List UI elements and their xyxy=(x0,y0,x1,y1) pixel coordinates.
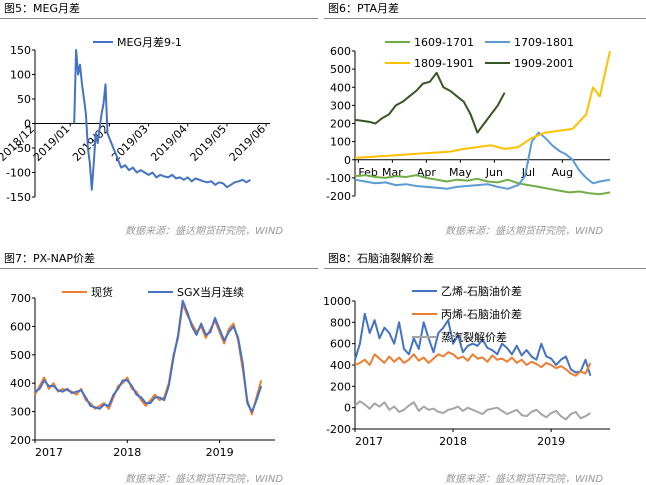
y-tick-label: 1000 xyxy=(323,295,351,308)
series-line-pta-0 xyxy=(354,174,611,196)
x-tick-label: Jul xyxy=(521,166,535,179)
x-tick-label: Jun xyxy=(485,166,503,179)
series-line-pta-1 xyxy=(354,131,611,190)
divider-line xyxy=(324,18,646,19)
y-tick-label: -100 xyxy=(6,167,31,180)
y-tick-label: 600 xyxy=(10,320,31,333)
y-tick-label: 100 xyxy=(330,136,351,149)
panel-title-naphtha: 图8：石脑油裂解价差 xyxy=(328,252,434,265)
series-line-meg-0 xyxy=(73,49,251,191)
series-line-naphtha-2 xyxy=(354,400,591,421)
y-tick-label: 200 xyxy=(10,434,31,447)
legend-label: 蒸汽裂解价差 xyxy=(441,330,507,344)
x-tick-label: 2019/02 xyxy=(70,122,112,164)
legend-label: MEG月差9-1 xyxy=(117,35,182,49)
y-tick-label: 600 xyxy=(330,45,351,58)
y-tick-label: 400 xyxy=(330,81,351,94)
y-tick-label: 600 xyxy=(330,338,351,351)
x-tick-label: 2018 xyxy=(113,446,141,459)
chart-meg: 150100500-50-100-1502018/122019/012019/0… xyxy=(0,35,270,204)
x-tick-label: 2017 xyxy=(35,446,63,459)
series-line-pxnap-0 xyxy=(34,302,263,416)
legend-label: 1809-1901 xyxy=(414,57,474,70)
panel-title-pxnap: 图7：PX-NAP价差 xyxy=(4,252,95,265)
y-tick-label: 700 xyxy=(10,292,31,305)
divider-line xyxy=(0,18,318,19)
x-tick-label: 2019/06 xyxy=(227,122,269,164)
x-tick-label: Apr xyxy=(417,166,437,179)
x-tick-label: 2019 xyxy=(537,435,565,448)
y-tick-label: 0 xyxy=(24,118,31,131)
series-line-pta-3 xyxy=(354,71,506,134)
x-tick-label: 2019/03 xyxy=(109,122,151,164)
panel-title-meg: 图5：MEG月差 xyxy=(4,2,80,15)
y-tick-label: -100 xyxy=(326,172,351,185)
source-note: 数据来源：盛达期货研究院，WIND xyxy=(125,474,284,485)
y-tick-label: 200 xyxy=(330,118,351,131)
legend-label: 1709-1801 xyxy=(514,36,574,49)
y-tick-label: 150 xyxy=(10,44,31,57)
x-tick-label: 2019/04 xyxy=(148,122,190,164)
y-tick-label: 300 xyxy=(10,406,31,419)
x-tick-label: 2017 xyxy=(355,435,383,448)
x-tick-label: 2018 xyxy=(439,435,467,448)
series-line-naphtha-1 xyxy=(354,351,592,377)
legend-label: 丙烯-石脑油价差 xyxy=(441,307,522,321)
panel-title-pta: 图6：PTA月差 xyxy=(328,2,400,15)
y-tick-label: 800 xyxy=(330,316,351,329)
x-tick-label: 2019/05 xyxy=(188,122,230,164)
y-tick-label: -50 xyxy=(13,142,31,155)
x-tick-label: May xyxy=(449,166,472,179)
source-note: 数据来源：盛达期货研究院，WIND xyxy=(125,226,284,237)
y-tick-label: 400 xyxy=(10,377,31,390)
legend-label: 现货 xyxy=(91,285,113,299)
y-tick-label: 500 xyxy=(330,63,351,76)
y-tick-label: -150 xyxy=(6,191,31,204)
series-line-naphtha-0 xyxy=(354,312,592,376)
y-tick-label: -200 xyxy=(326,190,351,203)
y-tick-label: 0 xyxy=(344,154,351,167)
y-tick-label: 50 xyxy=(17,93,31,106)
divider-line xyxy=(324,268,646,269)
y-tick-label: 0 xyxy=(344,402,351,415)
x-tick-label: 2019/01 xyxy=(31,122,73,164)
source-note: 数据来源：盛达期货研究院，WIND xyxy=(445,474,604,485)
chart-naphtha: 1000 800 600 400 200 0 -200 2017 2018 2019 乙烯-石脑油价… xyxy=(323,284,610,448)
series-line-pta-2 xyxy=(354,50,611,159)
legend-label: SGX当月连续 xyxy=(177,285,244,299)
x-tick-label: 2019 xyxy=(206,446,234,459)
divider-line xyxy=(0,268,318,269)
y-tick-label: 400 xyxy=(330,359,351,372)
y-tick-label: 500 xyxy=(10,349,31,362)
y-tick-label: 300 xyxy=(330,99,351,112)
y-tick-label: 100 xyxy=(10,69,31,82)
x-tick-label: Aug xyxy=(552,166,573,179)
series-line-pxnap-1 xyxy=(34,299,263,413)
chart-pxnap: 700 600 500 400 300 200 2017 2018 2019 现货 SGX当月连续 xyxy=(10,285,275,459)
y-tick-label: 200 xyxy=(330,380,351,393)
y-tick-label: -200 xyxy=(326,423,351,436)
x-tick-label: 2018/12 xyxy=(0,122,37,164)
legend-label: 乙烯-石脑油价差 xyxy=(441,284,522,298)
legend-label: 1609-1701 xyxy=(414,36,474,49)
legend-label: 1909-2001 xyxy=(514,57,574,70)
source-note: 数据来源：盛达期货研究院，WIND xyxy=(445,226,604,237)
